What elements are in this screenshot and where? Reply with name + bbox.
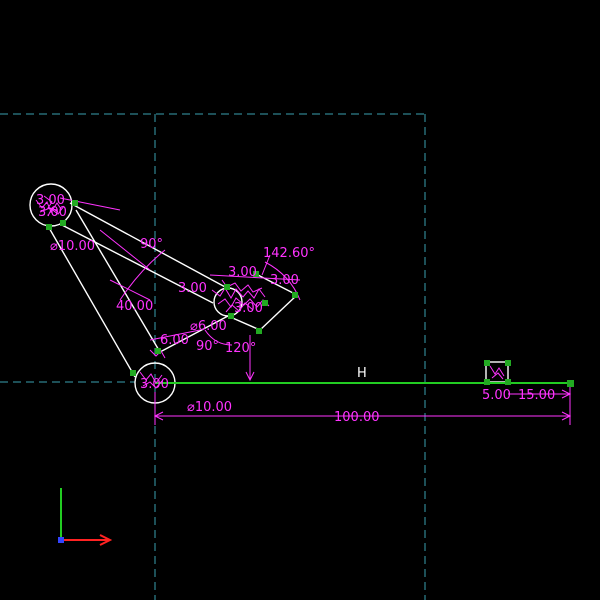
dimension-lines <box>59 197 572 425</box>
dim-arc-142 <box>264 261 301 301</box>
dim-text-mid-1[interactable]: 3.00 <box>228 265 257 280</box>
point[interactable] <box>155 348 161 354</box>
dim-line-mid <box>209 274 301 281</box>
point[interactable] <box>484 379 490 385</box>
point[interactable] <box>567 380 574 387</box>
dim-line-40 <box>99 229 151 271</box>
dim-text-angle-142[interactable]: 142.60° <box>263 246 315 261</box>
dim-text-mid-2[interactable]: 3.00 <box>178 281 207 296</box>
dim-line-40b <box>109 279 151 301</box>
point[interactable] <box>228 313 234 319</box>
sketch-geometry <box>29 183 509 404</box>
glyph-cluster-right <box>489 365 505 380</box>
horizontal-constraint-label: H <box>357 366 367 381</box>
glyph-cluster-top-left <box>35 195 65 217</box>
point[interactable] <box>46 224 52 230</box>
construction-lines <box>0 113 426 600</box>
link-line-5[interactable] <box>159 315 229 353</box>
dim-text-angle-120[interactable]: 120° <box>225 341 256 356</box>
dim-text-top-small[interactable]: 3.00 <box>36 193 65 208</box>
dim-text-angle-90-top[interactable]: 90° <box>140 237 163 252</box>
dim-text-mid-right[interactable]: 3.00 <box>270 273 299 288</box>
triad-axis-icon <box>58 488 113 546</box>
axis-origin <box>58 537 64 543</box>
dim-text-15[interactable]: 15.00 <box>518 388 555 403</box>
point[interactable] <box>224 284 230 290</box>
dim-arc-90-bottom <box>204 329 233 346</box>
link-line-1[interactable] <box>69 202 228 289</box>
link-line-3[interactable] <box>47 225 136 378</box>
link-line-4[interactable] <box>75 209 161 353</box>
block-edge-2[interactable] <box>259 294 298 331</box>
point[interactable] <box>505 360 511 366</box>
point[interactable] <box>253 271 259 277</box>
point[interactable] <box>72 200 78 206</box>
dim-arc-90-top <box>119 249 166 301</box>
dim-text-dia-6[interactable]: ⌀6.00 <box>190 319 227 334</box>
dim-text-6[interactable]: 6.00 <box>160 333 189 348</box>
dim-text-bottom-small[interactable]: 3.00 <box>140 377 169 392</box>
dim-text-100[interactable]: 100.00 <box>334 410 380 425</box>
dim-arrow-120 <box>245 371 255 382</box>
dim-text-40[interactable]: 40.00 <box>116 299 153 314</box>
dim-arrow-15 <box>561 389 572 399</box>
point[interactable] <box>505 379 511 385</box>
constraint-glyph-clusters <box>35 195 505 389</box>
dim-arrow-100-left <box>153 411 164 421</box>
dim-text-mid-3[interactable]: 3.00 <box>234 301 263 316</box>
dim-line-top-small <box>59 197 121 211</box>
point[interactable] <box>292 292 298 298</box>
point[interactable] <box>484 360 490 366</box>
link-line-2[interactable] <box>59 223 214 304</box>
dim-text-angle-90-bottom[interactable]: 90° <box>196 339 219 354</box>
axis-x-arrow <box>99 534 113 546</box>
dim-arrow-100-right <box>561 411 572 421</box>
dim-text-5[interactable]: 5.00 <box>482 388 511 403</box>
point[interactable] <box>60 220 66 226</box>
dim-text-top-small-2[interactable]: 3.00 <box>38 205 67 220</box>
dim-leader-142 <box>261 254 271 276</box>
point[interactable] <box>262 300 268 306</box>
dimension-texts: 3.00 3.00 ⌀10.00 90° 142.60° 3.00 3.00 3… <box>36 193 555 425</box>
dim-text-dia-bottom[interactable]: ⌀10.00 <box>187 400 232 415</box>
sketch-points <box>46 200 574 387</box>
point[interactable] <box>256 328 262 334</box>
point[interactable] <box>130 370 136 376</box>
dim-line-6 <box>149 329 201 341</box>
dim-text-dia-top[interactable]: ⌀10.00 <box>50 239 95 254</box>
